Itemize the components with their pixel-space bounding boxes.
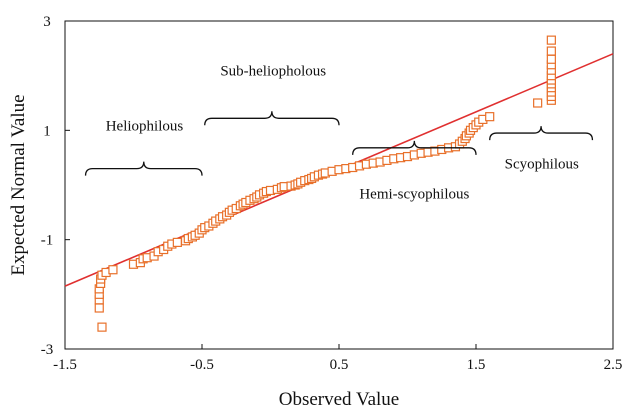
x-tick-label: 2.5	[604, 357, 623, 373]
y-tick-label: -3	[41, 342, 54, 358]
hemi-scyophilous-label: Hemi-scyophilous	[359, 187, 469, 203]
data-point	[533, 98, 543, 108]
x-tick-label: 1.5	[467, 357, 486, 373]
y-tick-label: -1	[41, 233, 54, 249]
x-tick-label: -1.5	[53, 357, 77, 373]
y-axis-title: Expected Normal Value	[8, 94, 29, 275]
y-tick-label: 3	[43, 14, 51, 30]
x-axis-title: Observed Value	[279, 389, 399, 410]
x-tick-label: -0.5	[190, 357, 214, 373]
heliophilous-brace	[84, 161, 203, 176]
y-axis-ticks: 3 1 -1 -3	[41, 14, 70, 358]
hemi-scyophilous-brace	[352, 140, 477, 155]
data-point	[97, 322, 107, 332]
sub-heliopholous-label: Sub-heliopholous	[220, 64, 326, 80]
plot-area-frame	[64, 20, 614, 350]
data-point	[485, 112, 495, 122]
scyophilous-brace	[489, 126, 594, 141]
data-point	[94, 303, 104, 313]
x-axis-ticks: -1.5 -0.5 0.5 1.5 2.5	[53, 344, 622, 373]
annotation-group: Heliophilous Sub-heliopholous Hemi-scyophi…	[84, 64, 594, 203]
y-tick-label: 1	[43, 123, 51, 139]
heliophilous-label: Heliophilous	[106, 118, 184, 134]
data-point	[546, 54, 556, 64]
x-tick-label: 0.5	[330, 357, 349, 373]
data-point	[108, 265, 118, 275]
scyophilous-label: Scyophilous	[505, 157, 579, 173]
data-point	[172, 237, 182, 247]
sub-heliopholous-brace	[204, 111, 340, 126]
data-point	[546, 46, 556, 56]
data-points	[94, 35, 556, 332]
data-point	[546, 35, 556, 45]
